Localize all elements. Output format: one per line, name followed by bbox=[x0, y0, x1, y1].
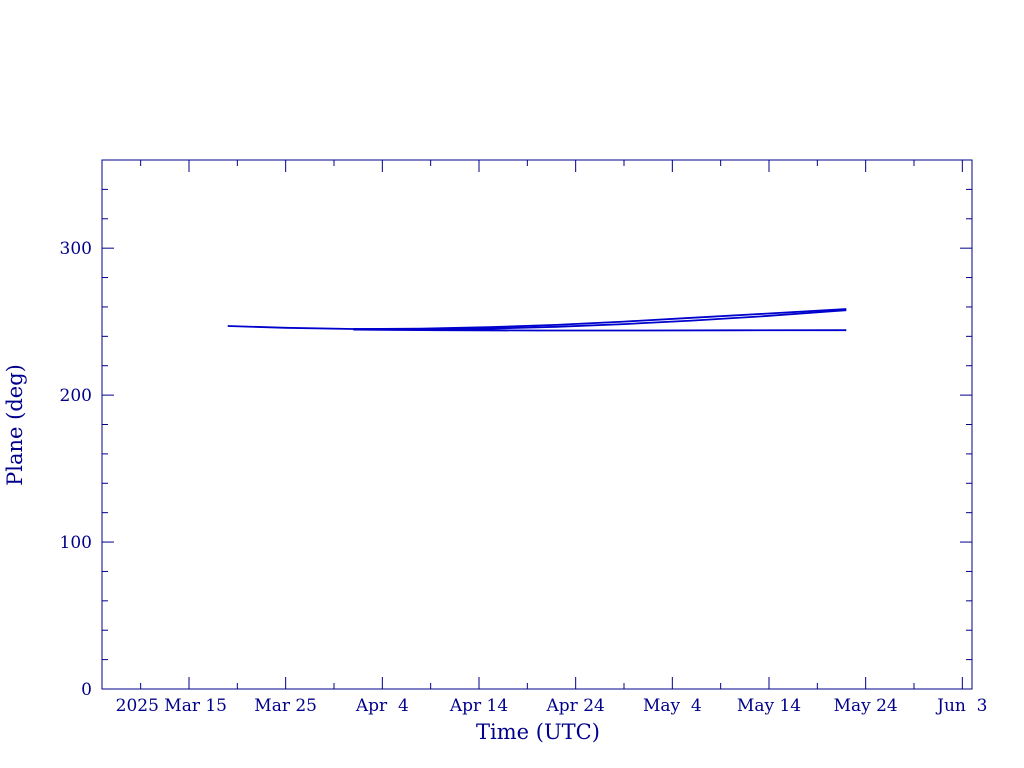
x-tick-label: 2025 Mar 15 bbox=[116, 696, 227, 716]
x-tick-label: Apr 24 bbox=[546, 696, 605, 716]
series-layer bbox=[227, 308, 847, 332]
y-tick-label: 100 bbox=[60, 533, 92, 553]
x-tick-label: May 4 bbox=[643, 696, 702, 716]
x-tick-label: Mar 25 bbox=[254, 696, 317, 716]
y-tick-label: 300 bbox=[60, 239, 92, 259]
x-tick-label: Apr 14 bbox=[449, 696, 508, 716]
series-line-2 bbox=[353, 308, 847, 330]
series-line-3 bbox=[353, 328, 847, 332]
axis-ticks bbox=[102, 159, 972, 690]
x-tick-label: May 24 bbox=[834, 696, 898, 716]
tick-labels: 0 100 200 300 2025 Mar 15 Mar 25 Apr 4 Apr 14 Ap… bbox=[60, 239, 988, 716]
x-tick-label: Apr 4 bbox=[355, 696, 409, 716]
x-axis-label: Time (UTC) bbox=[476, 720, 600, 744]
x-tick-label: Jun 3 bbox=[935, 696, 987, 716]
plot-frame bbox=[101, 159, 973, 690]
y-tick-label: 200 bbox=[60, 386, 92, 406]
y-tick-label: 0 bbox=[81, 680, 92, 700]
y-axis-label: Plane (deg) bbox=[3, 364, 27, 486]
series-line-1 bbox=[227, 309, 847, 331]
x-tick-label: May 14 bbox=[737, 696, 801, 716]
